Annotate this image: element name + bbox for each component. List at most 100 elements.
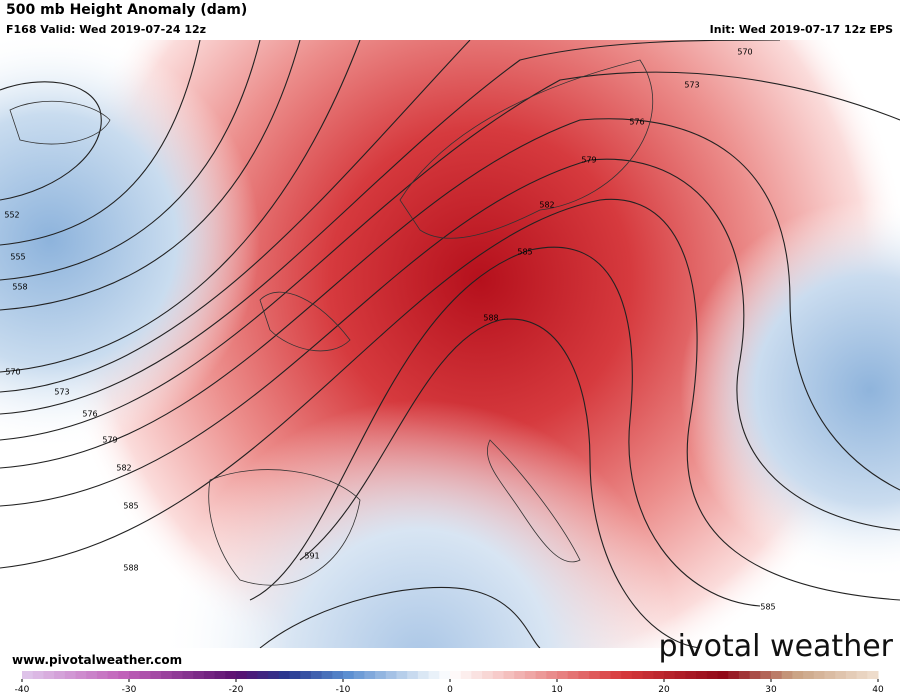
colorbar-cell <box>417 671 430 679</box>
british-isles <box>259 291 351 352</box>
colorbar-cell <box>225 671 237 679</box>
title: 500 mb Height Anomaly (dam) <box>6 2 247 18</box>
italy <box>486 439 581 563</box>
colorbar-tick-label: -30 <box>122 685 137 695</box>
contour <box>0 118 900 491</box>
colorbar-cell <box>524 671 537 679</box>
colorbar-cell <box>343 671 355 679</box>
contours <box>0 39 900 649</box>
colorbar-cell <box>268 671 280 679</box>
colorbar-cell <box>246 671 258 679</box>
colorbar-cell <box>439 671 451 679</box>
colorbar-cell <box>353 671 365 679</box>
colorbar-cell <box>32 671 44 679</box>
colorbar-cell <box>781 671 793 679</box>
colorbar-cell <box>471 671 483 679</box>
contour <box>299 318 701 649</box>
colorbar-tick-label: 40 <box>872 685 884 695</box>
colorbar-cell <box>150 671 162 679</box>
colorbar-tick-label: 20 <box>658 685 670 695</box>
iberia <box>208 469 361 586</box>
colorbar-cell <box>236 671 248 679</box>
colorbar-cell <box>578 671 590 679</box>
header-bg <box>0 0 900 40</box>
colorbar-cell <box>664 671 676 679</box>
contour-label: 579 <box>102 436 117 445</box>
colorbar-tick-label: -40 <box>15 685 30 695</box>
colorbar-tick-label: 0 <box>447 685 453 695</box>
colorbar-cell <box>171 671 183 679</box>
contour-label: 582 <box>539 201 554 210</box>
colorbar-cell <box>43 671 55 679</box>
colorbar-cell <box>118 671 130 679</box>
colorbar-cell <box>139 671 151 679</box>
colorbar-cell <box>642 671 654 679</box>
colorbar-cell <box>535 671 547 679</box>
logo: pivotal weather <box>659 629 894 664</box>
colorbar-cell <box>631 671 644 679</box>
colorbar-cell <box>54 671 66 679</box>
colorbar-cell <box>289 671 301 679</box>
colorbar-cell <box>64 671 76 679</box>
colorbar-cell <box>738 671 751 679</box>
colorbar-cell <box>482 671 494 679</box>
contour-label: 570 <box>5 368 20 377</box>
colorbar-cell <box>107 671 119 679</box>
colorbar-cell <box>696 671 708 679</box>
contour <box>0 39 781 415</box>
colorbar-cell <box>396 671 408 679</box>
colorbar-cell <box>546 671 558 679</box>
contour-label: 558 <box>12 283 27 292</box>
colorbar-cell <box>557 671 569 679</box>
colorbar-cell <box>589 671 601 679</box>
colorbar-cell <box>845 671 858 679</box>
colorbar-cell <box>364 671 376 679</box>
colorbar-cell <box>375 671 387 679</box>
colorbar-cell <box>75 671 87 679</box>
colorbar-cell <box>321 671 333 679</box>
colorbar-cell <box>22 671 34 679</box>
colorbar-cell <box>161 671 173 679</box>
contour <box>0 81 102 201</box>
contour <box>0 39 301 311</box>
contour-label: 585 <box>760 603 775 612</box>
colorbar-cell <box>193 671 205 679</box>
colorbar-cell <box>610 671 622 679</box>
colorbar-cell <box>385 671 397 679</box>
contour-label: 588 <box>483 314 498 323</box>
colorbar-cell <box>492 671 504 679</box>
colorbar-cell <box>332 671 344 679</box>
contour <box>0 39 361 373</box>
colorbar-cell <box>706 671 718 679</box>
colorbar-cell <box>749 671 761 679</box>
colorbar-cell <box>428 671 440 679</box>
colorbar-cell <box>824 671 836 679</box>
colorbar-cell <box>257 671 269 679</box>
colorbar-cell <box>856 671 868 679</box>
colorbar-cell <box>760 671 772 679</box>
scandinavia <box>399 59 653 239</box>
colorbar-cell <box>450 671 462 679</box>
colorbar-cell <box>407 671 419 679</box>
contour-label: 573 <box>684 81 699 90</box>
contour-label: 579 <box>581 156 596 165</box>
contour-label: 570 <box>737 48 752 57</box>
contour <box>0 71 900 441</box>
coastlines <box>9 59 653 586</box>
contour <box>0 198 900 601</box>
colorbar-cell <box>514 671 526 679</box>
colorbar-cell <box>835 671 847 679</box>
valid-time: F168 Valid: Wed 2019-07-24 12z <box>6 23 206 36</box>
anomaly-low-south <box>0 40 900 648</box>
website: www.pivotalweather.com <box>12 653 182 667</box>
colorbar-cell <box>203 671 216 679</box>
colorbar-cell <box>813 671 825 679</box>
colorbar-cell <box>503 671 515 679</box>
contour <box>0 39 261 281</box>
colorbar-cell <box>460 671 472 679</box>
contour-label: 591 <box>304 552 319 561</box>
colorbar-cell <box>685 671 697 679</box>
colorbar-cell <box>728 671 740 679</box>
